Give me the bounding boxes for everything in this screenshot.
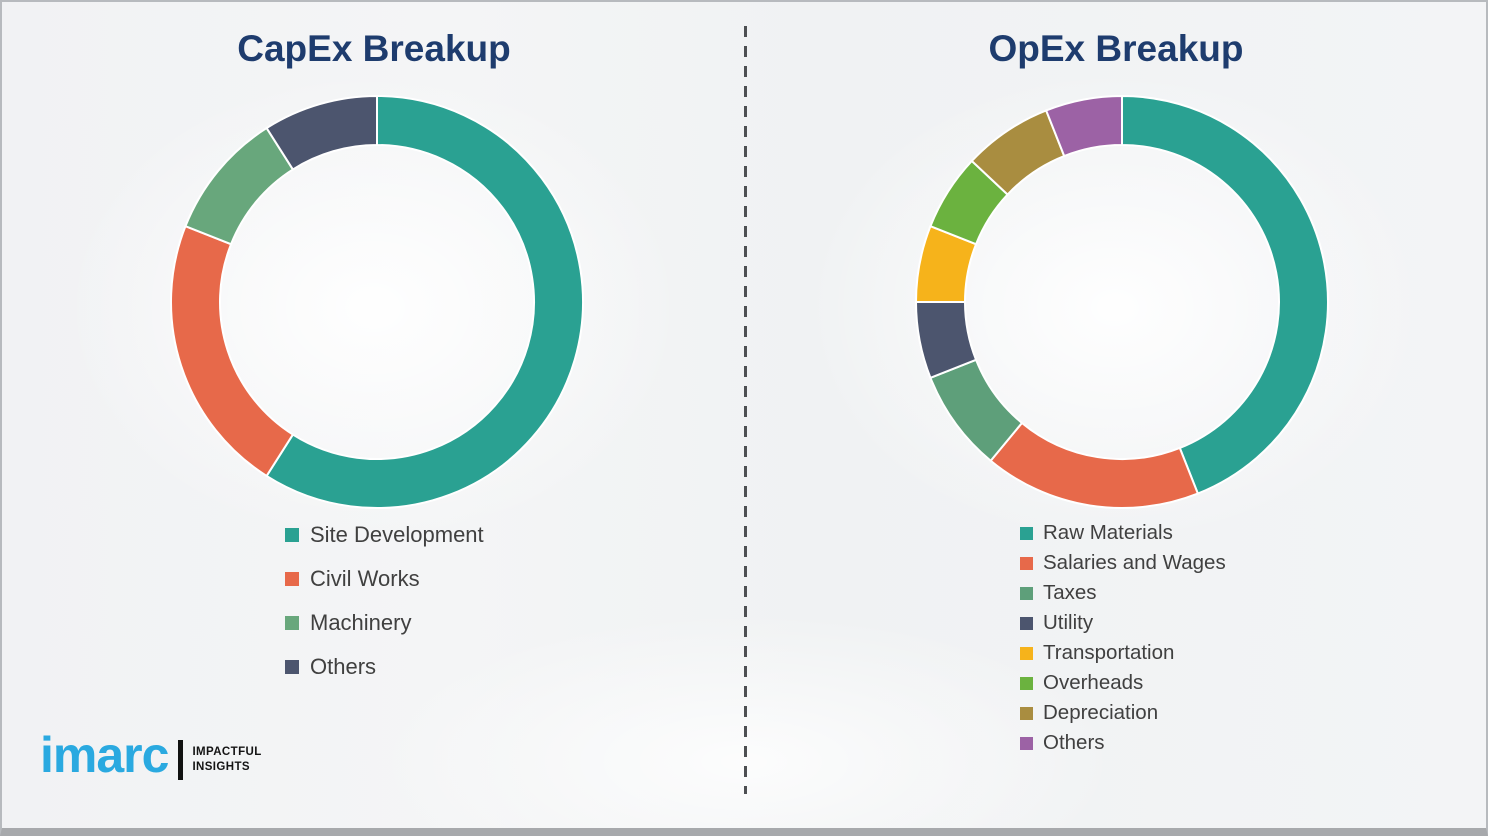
legend-swatch <box>1020 586 1033 600</box>
legend-label: Transportation <box>1043 641 1175 664</box>
legend-label: Salaries and Wages <box>1043 551 1226 574</box>
legend-label: Taxes <box>1043 581 1097 604</box>
legend-label: Others <box>310 654 377 679</box>
legend-swatch <box>1020 646 1033 660</box>
donut-segment-site-development <box>265 94 584 509</box>
legend-swatch <box>285 660 299 674</box>
legend-label: Others <box>1043 731 1105 754</box>
legend-item: Depreciation <box>1020 698 1226 728</box>
imarc-logo: imarc IMPACTFUL INSIGHTS <box>40 730 262 782</box>
donut-segment-others <box>1044 94 1123 158</box>
legend-label: Utility <box>1043 611 1094 634</box>
legend-label: Overheads <box>1043 671 1144 694</box>
legend-swatch <box>285 572 299 586</box>
imarc-logo-text: imarc <box>40 727 169 783</box>
legend-swatch <box>1020 676 1033 690</box>
legend-item: Others <box>1020 728 1226 758</box>
legend-label: Depreciation <box>1043 701 1159 724</box>
legend-swatch <box>1020 526 1033 540</box>
capex-donut-chart <box>170 94 584 509</box>
legend-swatch <box>285 616 299 630</box>
donut-segment-others <box>265 94 378 171</box>
legend-item: Salaries and Wages <box>1020 548 1226 578</box>
legend-label: Machinery <box>310 610 412 635</box>
donut-segment-civil-works <box>170 224 295 478</box>
donut-segment-salaries-and-wages <box>989 421 1200 509</box>
legend-item: Transportation <box>1020 638 1226 668</box>
opex-legend: Raw Materials Salaries and Wages Taxes Util… <box>1020 518 1226 758</box>
legend-swatch <box>1020 736 1033 750</box>
imarc-logo-tagline: IMPACTFUL INSIGHTS <box>192 745 261 775</box>
legend-item: Others <box>285 645 484 689</box>
legend-item: Site Development <box>285 513 484 557</box>
tagline-line-2: INSIGHTS <box>192 760 250 773</box>
legend-item: Utility <box>1020 608 1226 638</box>
legend-item: Raw Materials <box>1020 518 1226 548</box>
legend-swatch <box>1020 706 1033 720</box>
dashed-divider-line <box>744 26 747 794</box>
opex-chart-title: OpEx Breakup <box>988 28 1244 69</box>
capex-legend: Site Development Civil Works Machinery Othe… <box>285 513 484 689</box>
imarc-logo-divider-bar <box>178 739 184 780</box>
legend-swatch <box>285 528 299 542</box>
legend-item: Overheads <box>1020 668 1226 698</box>
legend-label: Civil Works <box>310 566 420 591</box>
legend-item: Machinery <box>285 601 484 645</box>
legend-swatch <box>1020 616 1033 630</box>
legend-item: Civil Works <box>285 557 484 601</box>
legend-label: Raw Materials <box>1043 521 1173 544</box>
donut-segment-raw-materials <box>1121 94 1329 495</box>
legend-item: Taxes <box>1020 578 1226 608</box>
legend-label: Site Development <box>310 522 484 547</box>
opex-donut-chart <box>914 94 1329 509</box>
legend-swatch <box>1020 556 1033 570</box>
tagline-line-1: IMPACTFUL <box>192 745 262 758</box>
capex-chart-title: CapEx Breakup <box>237 28 511 69</box>
